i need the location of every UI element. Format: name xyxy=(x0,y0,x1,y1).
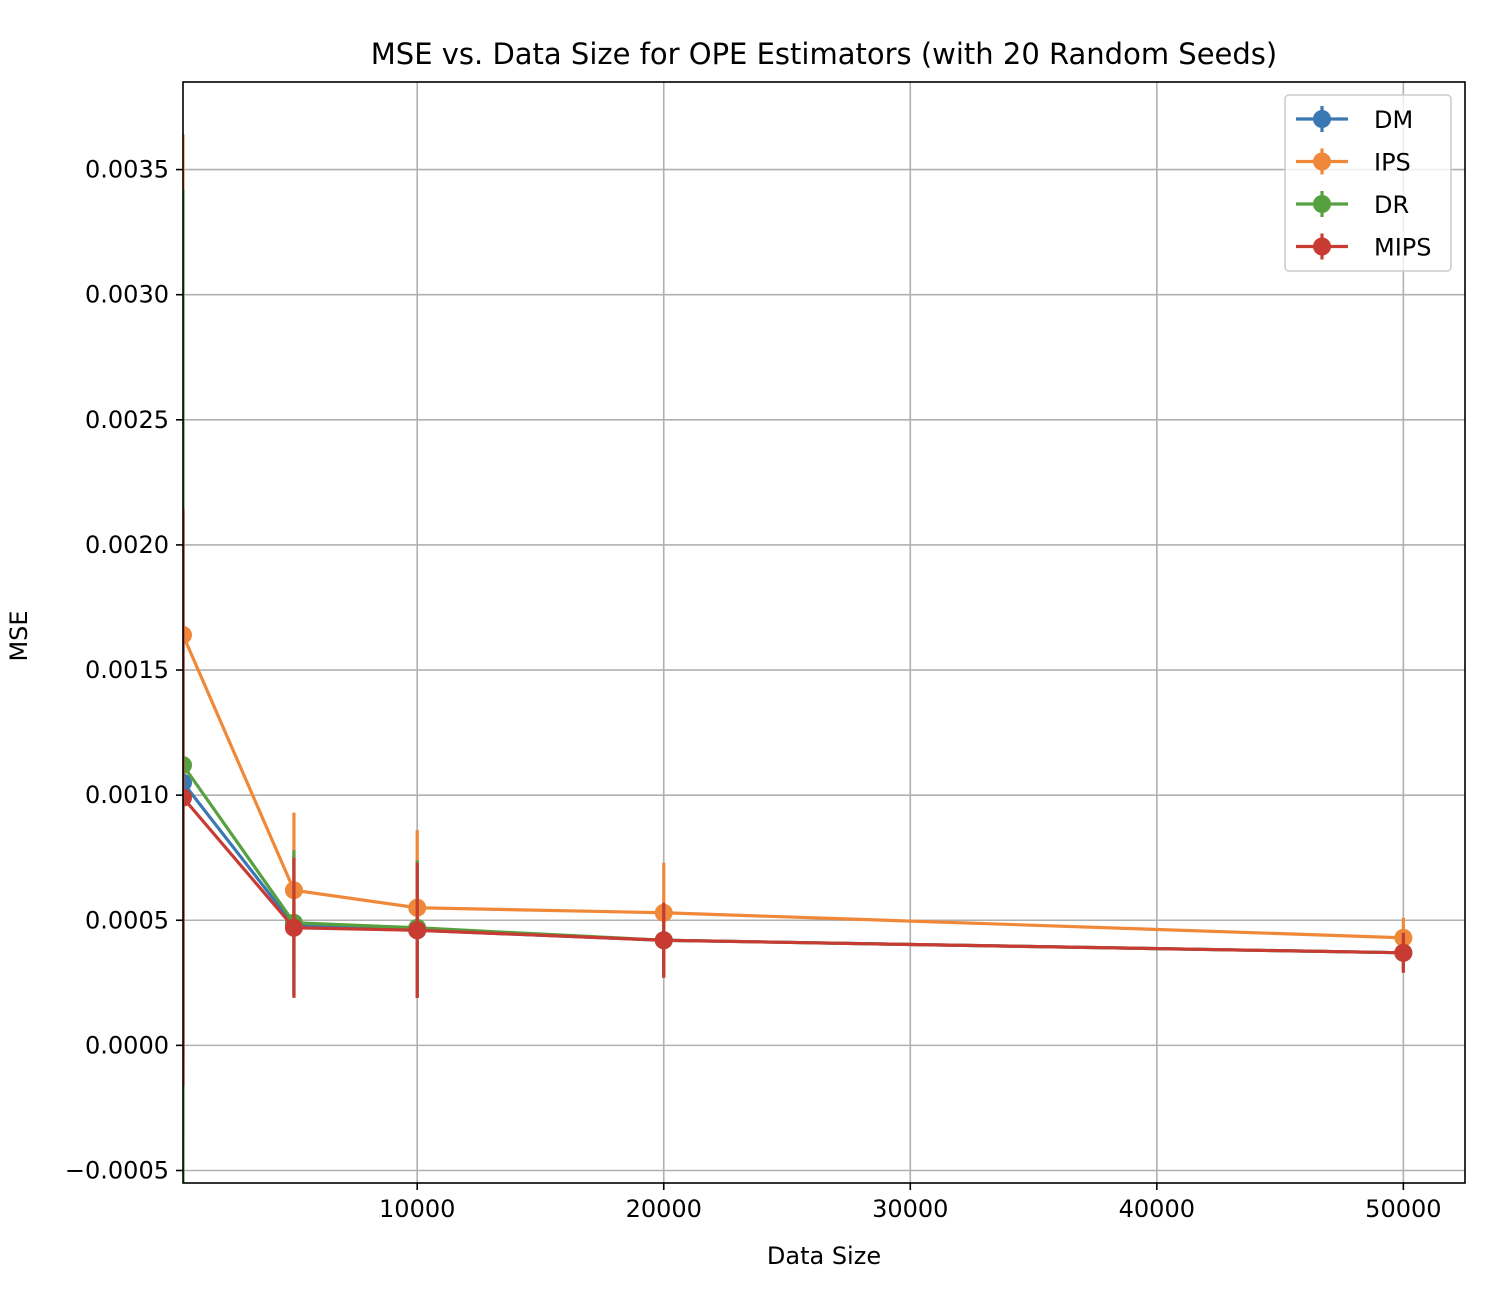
legend-marker-dr xyxy=(1313,195,1331,213)
legend-label-dm: DM xyxy=(1374,106,1413,134)
x-axis-title: Data Size xyxy=(767,1242,881,1270)
series-layer xyxy=(183,134,1413,1183)
y-tick-label: 0.0035 xyxy=(85,156,169,184)
data-point-dr xyxy=(183,756,192,775)
data-point-mips xyxy=(408,921,427,940)
y-tick-label: 0.0005 xyxy=(85,906,169,934)
legend-item-dr: DR xyxy=(1296,191,1409,219)
plot-frame xyxy=(182,81,1466,1184)
data-point-mips xyxy=(1394,943,1413,962)
data-point-dm xyxy=(183,773,192,792)
y-tick-label: 0.0025 xyxy=(85,406,169,434)
legend-box xyxy=(1284,94,1452,272)
x-tick-label: 40000 xyxy=(1119,1195,1195,1223)
gridlines xyxy=(183,82,1465,1183)
axes: 10000 20000 30000 40000 50000 −0.0005 0.0000 0.… xyxy=(65,156,1442,1223)
legend-label-dr: DR xyxy=(1374,191,1409,219)
chart-title: MSE vs. Data Size for OPE Estimators (wi… xyxy=(371,37,1277,71)
legend: DM IPS DR MIPS xyxy=(1284,94,1452,272)
series-mips xyxy=(183,509,1413,1086)
legend-marker-mips xyxy=(1313,237,1331,256)
legend-item-ips: IPS xyxy=(1296,148,1411,177)
data-point-mips xyxy=(183,788,192,807)
y-tick-label: 0.0020 xyxy=(85,531,169,559)
legend-label-ips: IPS xyxy=(1374,149,1411,177)
plot-border xyxy=(182,81,1466,1184)
legend-marker-dm xyxy=(1313,110,1331,128)
x-tick-label: 30000 xyxy=(872,1195,948,1223)
legend-marker-ips xyxy=(1313,152,1331,171)
data-point-mips xyxy=(284,918,303,937)
x-tick-label: 10000 xyxy=(379,1195,455,1223)
y-tick-label: 0.0000 xyxy=(85,1031,169,1059)
data-point-ips xyxy=(183,626,192,644)
x-tick-label: 50000 xyxy=(1365,1195,1441,1223)
y-tick-label: 0.0010 xyxy=(85,781,169,809)
y-axis-title: MSE xyxy=(5,610,33,661)
legend-label-mips: MIPS xyxy=(1374,234,1432,262)
y-tick-label: 0.0015 xyxy=(85,656,169,684)
x-tick-label: 20000 xyxy=(626,1195,702,1223)
y-tick-label: 0.0030 xyxy=(85,281,169,309)
data-point-mips xyxy=(654,931,673,950)
legend-item-mips: MIPS xyxy=(1296,233,1432,262)
y-tick-label: −0.0005 xyxy=(65,1156,169,1184)
legend-item-dm: DM xyxy=(1296,106,1413,134)
